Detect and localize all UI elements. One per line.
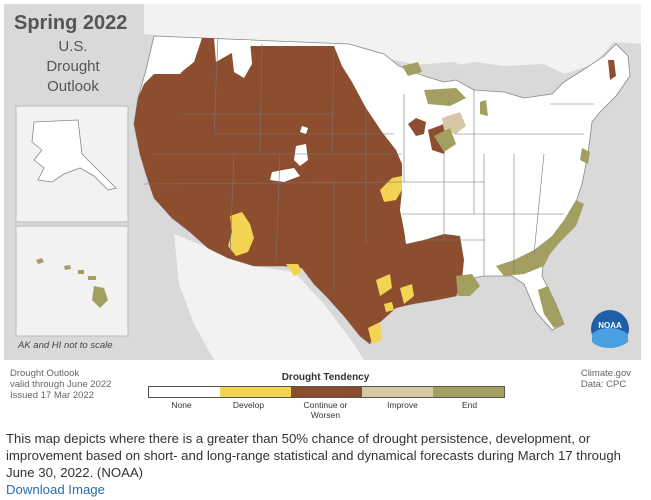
legend-label-end: End (461, 400, 478, 410)
canada-land (144, 4, 641, 74)
title-line-2: Drought (46, 58, 100, 75)
end-carolina (496, 200, 584, 276)
hawaii-inset (15, 225, 129, 337)
title-line-3: Outlook (47, 78, 99, 95)
inset-note: AK and HI not to scale (18, 340, 113, 351)
noaa-logo: NOAA (591, 310, 629, 348)
end-il (434, 128, 456, 152)
end-lower-tx (456, 274, 480, 296)
meta-left-line-2: valid through June 2022 (10, 379, 112, 390)
legend-label-persist: Continue or Worsen (303, 400, 348, 420)
mexico-land (174, 234, 364, 360)
end-wi-mn (424, 88, 466, 106)
develop-texas4 (384, 302, 394, 312)
meta-right-line-1: Climate.gov (580, 368, 631, 379)
map-svg: NOAA (15, 4, 641, 360)
hole-wa (152, 38, 196, 74)
legend-bar (148, 386, 505, 398)
develop-texas3 (368, 322, 382, 344)
meta-right: Climate.gov Data: CPC (581, 368, 631, 390)
hole-utah (294, 144, 308, 166)
legend-labels: None Develop Continue or Worsen Improve … (148, 400, 503, 420)
develop-texas2 (400, 284, 414, 304)
legend-area: Drought Outlook valid through June 2022 … (0, 360, 651, 428)
hole-idaho-montana (230, 40, 252, 78)
svg-text:NOAA: NOAA (598, 321, 622, 330)
legend-swatch-persist (291, 387, 362, 397)
develop-texas1 (376, 274, 392, 296)
map-area: NOAA Spring 2022 U.S. Drought Outlook AK… (4, 4, 641, 360)
develop-nm (286, 264, 302, 276)
state-borders (143, 37, 594, 290)
end-mi (480, 100, 488, 116)
legend-label-improve: Improve (387, 400, 418, 410)
persist-maine (608, 60, 616, 80)
end-va (580, 148, 590, 164)
title-year: Spring 2022 (14, 12, 128, 34)
develop-kansas (380, 176, 402, 202)
legend-swatch-develop (220, 387, 291, 397)
meta-left-line-1: Drought Outlook (10, 368, 80, 379)
legend-swatch-improve (362, 387, 433, 397)
end-upper-mi (402, 62, 422, 76)
persist-wisconsin (408, 118, 426, 136)
region-persist-west (134, 38, 464, 344)
meta-right-line-2: Data: CPC (580, 379, 627, 390)
hole-wy (300, 126, 308, 134)
legend-label-develop: Develop (232, 400, 265, 410)
legend-swatch-end (433, 387, 504, 397)
end-florida (538, 286, 564, 328)
hawaii-islands (36, 258, 108, 308)
meta-left-line-3: Issued 17 Mar 2022 (10, 390, 94, 401)
improve-mi (442, 112, 466, 134)
meta-left: Drought Outlook valid through June 2022 … (10, 368, 111, 401)
alaska-shape (31, 119, 117, 191)
legend-title: Drought Tendency (281, 372, 370, 383)
download-image-link[interactable]: Download Image (6, 482, 105, 497)
title-line-1: U.S. (58, 38, 88, 55)
caption: This map depicts where there is a greate… (6, 431, 622, 480)
hole-colorado (270, 168, 300, 182)
develop-arizona (228, 212, 254, 256)
legend-label-none: None (171, 400, 192, 410)
legend-swatch-none (149, 387, 220, 397)
